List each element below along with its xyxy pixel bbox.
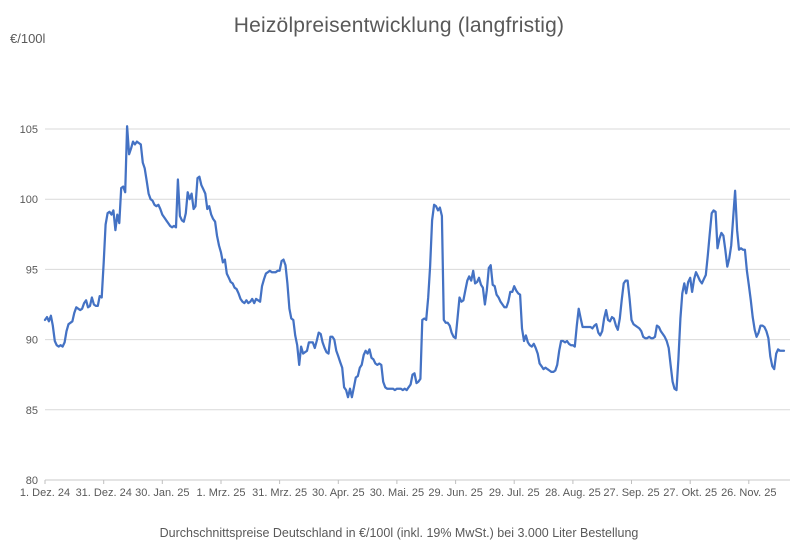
x-tick-label: 28. Aug. 25 <box>545 487 601 499</box>
x-tick-label: 26. Nov. 25 <box>721 487 776 499</box>
x-tick-label: 30. Jan. 25 <box>135 487 189 499</box>
x-tick-label: 27. Okt. 25 <box>663 487 717 499</box>
price-line-series <box>43 125 786 399</box>
x-tick-label: 31. Mrz. 25 <box>252 487 307 499</box>
x-tick-label: 29. Jul. 25 <box>489 487 540 499</box>
chart-footnote: Durchschnittspreise Deutschland in €/100… <box>159 526 639 540</box>
y-tick-label: 80 <box>26 475 38 487</box>
x-tick-label: 29. Jun. 25 <box>428 487 482 499</box>
x-tick-label: 27. Sep. 25 <box>603 487 659 499</box>
x-tick-label: 1. Dez. 24 <box>20 487 70 499</box>
y-tick-label: 105 <box>20 124 38 136</box>
x-tick-label: 31. Dez. 24 <box>76 487 132 499</box>
y-tick-label: 90 <box>26 335 38 347</box>
x-tick-label: 1. Mrz. 25 <box>197 487 246 499</box>
y-tick-label: 85 <box>26 405 38 417</box>
y-tick-label: 100 <box>20 194 38 206</box>
y-axis-unit-label: €/100l <box>10 31 46 46</box>
x-tick-label: 30. Apr. 25 <box>312 487 365 499</box>
chart-title: Heizölpreisentwicklung (langfristig) <box>233 14 565 37</box>
y-tick-label: 95 <box>26 264 38 276</box>
x-tick-label: 30. Mai. 25 <box>370 487 424 499</box>
